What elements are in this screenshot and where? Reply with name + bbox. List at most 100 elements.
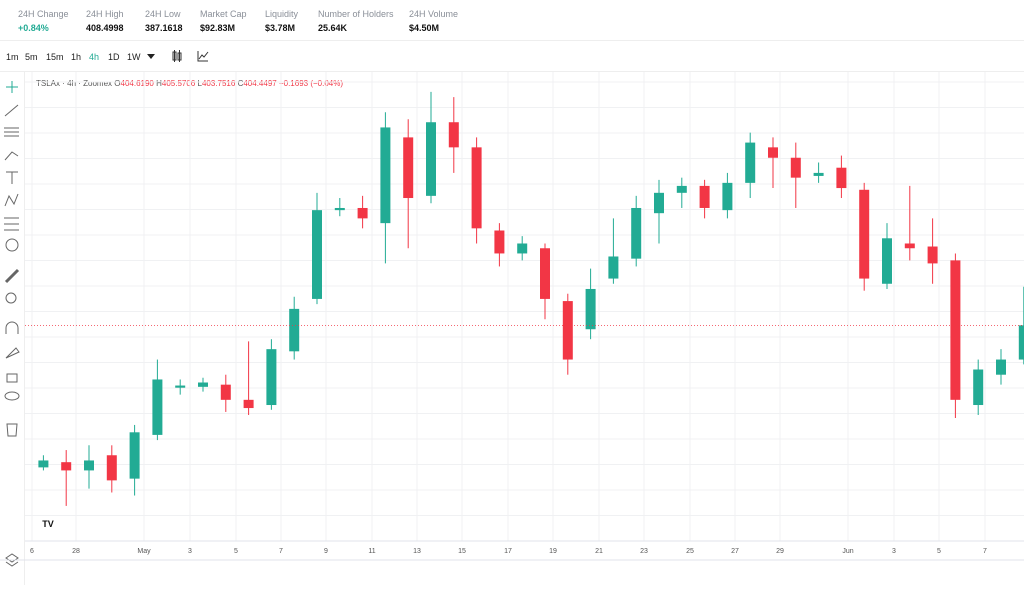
candles — [38, 91, 1024, 506]
x-tick-label: 9 — [324, 548, 328, 555]
stat-label: Number of Holders — [318, 9, 394, 19]
stat: 24H Volume $4.50M — [409, 9, 458, 33]
candle-body — [996, 359, 1006, 375]
tool-icons — [4, 81, 20, 567]
candle-body — [61, 462, 72, 471]
x-tick-label: 3 — [892, 548, 896, 555]
x-tick-label: 3 — [188, 548, 192, 555]
x-tick-label: 17 — [504, 548, 512, 555]
brush-tool[interactable] — [4, 151, 19, 161]
candle-body — [129, 432, 140, 479]
lock-drawing-tool[interactable] — [5, 347, 20, 359]
legend-key: H — [156, 79, 162, 88]
candle-body — [198, 382, 208, 387]
x-tick-label: 15 — [458, 548, 466, 555]
x-tick-label: 6 — [30, 548, 34, 555]
stat: Number of Holders 25.64K — [318, 9, 394, 33]
legend-key: L — [197, 79, 202, 88]
zoom-tool[interactable] — [5, 292, 17, 304]
stat-value: 408.4998 — [86, 23, 124, 33]
candle-body — [745, 142, 756, 183]
candle-body — [312, 210, 322, 299]
candle-body — [494, 230, 505, 254]
candle-body — [973, 369, 984, 406]
fib-tool[interactable] — [4, 127, 19, 137]
candle-body — [790, 157, 801, 178]
candle-body — [84, 460, 94, 471]
text-tool[interactable] — [6, 171, 18, 184]
crosshair-tool[interactable] — [6, 81, 18, 93]
candle-body — [836, 167, 847, 189]
stat: Liquidity $3.78M — [265, 9, 298, 33]
stat: 24H Low 387.1618 — [145, 9, 183, 33]
stat-label: 24H High — [86, 9, 124, 19]
candle-body — [585, 288, 596, 330]
lock-tool[interactable] — [6, 373, 18, 383]
candle-body — [334, 207, 345, 211]
legend-key: O — [114, 79, 121, 88]
candle-body — [426, 122, 436, 196]
candle-body — [676, 185, 687, 193]
stat-value: $3.78M — [265, 23, 296, 33]
candle-body — [220, 384, 231, 400]
interval-button[interactable]: 1h — [71, 52, 82, 62]
stat: Market Cap $92.83M — [200, 9, 247, 33]
interval-button[interactable]: 1m — [6, 52, 19, 62]
icon-tool[interactable] — [5, 238, 19, 252]
x-tick-label: 13 — [413, 548, 421, 555]
candle-body — [357, 207, 368, 219]
candle-body — [380, 127, 391, 224]
interval-button[interactable]: 1D — [108, 52, 120, 62]
layers-icon[interactable] — [5, 553, 19, 567]
candle-type-icon[interactable] — [170, 49, 184, 63]
candle-body — [152, 379, 163, 435]
stat-value: 25.64K — [318, 23, 348, 33]
ruler-tool[interactable] — [4, 268, 20, 284]
legend-key: C — [237, 79, 244, 88]
indicator-icon[interactable] — [196, 49, 210, 63]
x-tick-label: 28 — [72, 548, 80, 555]
stat-label: 24H Low — [145, 9, 181, 19]
candle-body — [813, 172, 824, 176]
interval-button[interactable]: 5m — [25, 52, 38, 62]
candle-body — [859, 189, 870, 279]
candle-body — [403, 137, 414, 199]
stat-value: $92.83M — [200, 23, 236, 33]
dropdown-icon[interactable] — [146, 52, 156, 60]
x-tick-label: Jun — [842, 548, 853, 555]
candle-body — [106, 455, 117, 481]
candle-body — [608, 256, 619, 279]
pattern-tool[interactable] — [4, 193, 19, 207]
candle-body — [768, 147, 778, 158]
x-tick-label: 25 — [686, 548, 694, 555]
x-tick-label: 11 — [368, 548, 375, 555]
interval-button[interactable]: 4h — [89, 52, 100, 62]
candle-body — [1018, 325, 1024, 360]
x-tick-label: 5 — [937, 548, 941, 555]
candle-body — [904, 243, 915, 249]
drawing-toolbar — [0, 72, 25, 585]
interval-button[interactable]: 15m — [46, 52, 64, 62]
candle-body — [927, 246, 938, 264]
candle-body — [175, 385, 186, 388]
candle-body — [471, 147, 482, 229]
visibility-tool[interactable] — [4, 391, 20, 401]
candle-body — [654, 192, 664, 214]
delete-tool[interactable] — [6, 423, 18, 437]
candle-body — [562, 301, 573, 360]
trendline-tool[interactable] — [4, 104, 19, 117]
candle-body — [950, 260, 961, 400]
stats-bar: 24H Change +0.84% 24H High 408.4998 24H Low 3… — [0, 0, 1024, 41]
legend-value: 404.4497 — [243, 79, 277, 88]
candle-body — [289, 308, 300, 352]
x-tick-label: May — [137, 548, 151, 555]
magnet-tool[interactable] — [5, 321, 19, 334]
interval-button[interactable]: 1W — [127, 52, 141, 62]
legend-value: 403.7516 — [201, 79, 236, 88]
stat-value: $4.50M — [409, 23, 440, 33]
candle-body — [699, 185, 710, 208]
prediction-tool[interactable] — [4, 217, 19, 231]
interval-toolbar: 1m 5m 15m 1h 4h 1D 1W — [0, 41, 1024, 72]
stat: 24H High 408.4998 — [86, 9, 124, 33]
